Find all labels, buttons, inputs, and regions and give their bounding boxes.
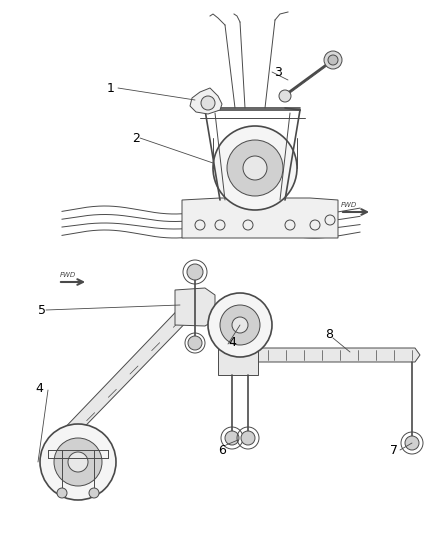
Circle shape <box>40 424 116 500</box>
Circle shape <box>89 488 99 498</box>
Text: 6: 6 <box>218 443 226 456</box>
Polygon shape <box>175 288 215 326</box>
Circle shape <box>328 55 338 65</box>
Polygon shape <box>222 348 420 362</box>
Polygon shape <box>182 198 338 238</box>
Polygon shape <box>218 340 258 375</box>
Text: 8: 8 <box>325 328 333 342</box>
Circle shape <box>68 452 88 472</box>
Circle shape <box>187 264 203 280</box>
Text: FWD: FWD <box>341 202 357 208</box>
Circle shape <box>201 96 215 110</box>
Circle shape <box>225 431 239 445</box>
Text: 3: 3 <box>274 66 282 78</box>
Circle shape <box>243 156 267 180</box>
Circle shape <box>57 488 67 498</box>
Text: 1: 1 <box>107 82 115 94</box>
Text: 7: 7 <box>390 443 398 456</box>
Circle shape <box>208 293 272 357</box>
Circle shape <box>279 90 291 102</box>
Circle shape <box>324 51 342 69</box>
Polygon shape <box>52 295 202 450</box>
Circle shape <box>188 336 202 350</box>
Text: FWD: FWD <box>60 272 76 278</box>
Circle shape <box>213 126 297 210</box>
Circle shape <box>227 140 283 196</box>
Circle shape <box>241 431 255 445</box>
Polygon shape <box>190 88 222 114</box>
Circle shape <box>54 438 102 486</box>
Circle shape <box>220 305 260 345</box>
Text: 5: 5 <box>38 303 46 317</box>
Circle shape <box>405 436 419 450</box>
Text: 2: 2 <box>132 132 140 144</box>
Circle shape <box>232 317 248 333</box>
Text: 4: 4 <box>228 335 236 349</box>
Text: 4: 4 <box>35 382 43 394</box>
